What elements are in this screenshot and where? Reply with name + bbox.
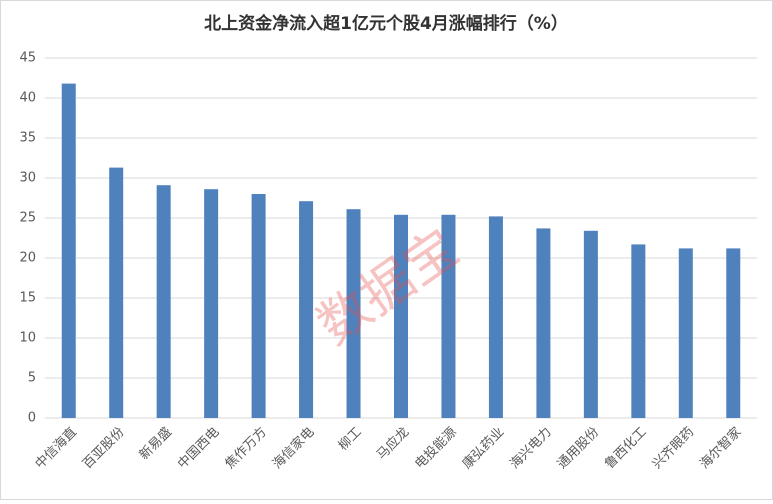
bar	[488, 216, 503, 418]
bar	[678, 248, 693, 418]
bar	[583, 230, 598, 418]
bar	[109, 167, 124, 418]
y-tick-label: 5	[28, 371, 36, 386]
y-tick-label: 30	[19, 171, 36, 186]
y-tick-label: 10	[19, 331, 36, 346]
bar	[251, 194, 266, 418]
bar	[631, 244, 646, 418]
bar	[441, 214, 456, 418]
bar	[204, 189, 219, 418]
y-tick-label: 40	[19, 91, 36, 106]
y-tick-label: 25	[19, 211, 36, 226]
y-tick-label: 0	[28, 411, 36, 426]
y-tick-label: 45	[19, 51, 36, 66]
y-tick-label: 20	[19, 251, 36, 266]
bar	[156, 185, 171, 418]
bar	[536, 228, 551, 418]
chart-title: 北上资金净流入超1亿元个股4月涨幅排行（%）	[204, 13, 568, 34]
bar	[346, 209, 361, 418]
bar	[394, 214, 408, 418]
y-tick-label: 35	[19, 131, 36, 146]
bar	[61, 83, 76, 418]
bar	[726, 248, 741, 418]
y-tick-label: 15	[19, 291, 36, 306]
bar	[299, 201, 314, 418]
